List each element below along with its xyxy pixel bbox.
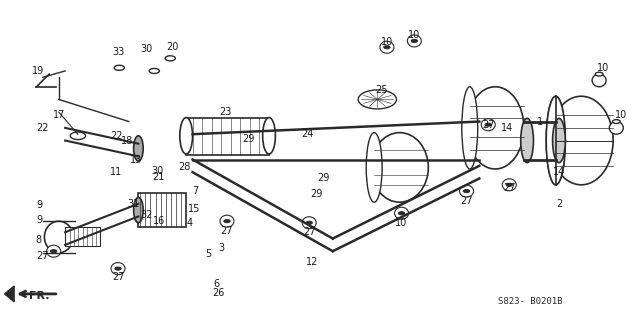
Polygon shape xyxy=(4,286,14,302)
Text: 15: 15 xyxy=(188,204,200,213)
Ellipse shape xyxy=(44,221,73,253)
Text: 27: 27 xyxy=(221,226,233,236)
Text: 27: 27 xyxy=(303,227,316,237)
Text: 3: 3 xyxy=(218,243,224,253)
Text: 17: 17 xyxy=(52,110,65,120)
Text: 30: 30 xyxy=(152,166,164,175)
Text: 24: 24 xyxy=(301,129,314,139)
Text: 16: 16 xyxy=(153,216,165,226)
Text: 29: 29 xyxy=(310,189,323,199)
Circle shape xyxy=(384,46,390,49)
Text: 22: 22 xyxy=(36,123,49,133)
Bar xyxy=(186,118,269,155)
Ellipse shape xyxy=(467,87,524,169)
Ellipse shape xyxy=(134,136,143,161)
Text: 1: 1 xyxy=(537,116,543,127)
Text: 32: 32 xyxy=(141,210,153,220)
Ellipse shape xyxy=(407,35,421,47)
Circle shape xyxy=(51,250,57,253)
Ellipse shape xyxy=(220,215,234,227)
Text: 10: 10 xyxy=(381,38,393,48)
Text: 23: 23 xyxy=(220,107,232,117)
Circle shape xyxy=(485,123,492,126)
Ellipse shape xyxy=(502,179,516,191)
Text: 10: 10 xyxy=(614,110,627,120)
Text: 29: 29 xyxy=(242,134,254,144)
Text: 22: 22 xyxy=(110,131,122,141)
Text: 6: 6 xyxy=(214,279,220,289)
Text: S823- B0201B: S823- B0201B xyxy=(498,297,563,306)
Ellipse shape xyxy=(262,118,275,154)
Ellipse shape xyxy=(366,133,382,202)
Text: 10: 10 xyxy=(396,218,408,228)
Text: 27: 27 xyxy=(36,251,49,261)
Text: 29: 29 xyxy=(317,174,330,183)
Circle shape xyxy=(411,39,417,42)
Circle shape xyxy=(306,221,312,224)
Ellipse shape xyxy=(111,263,125,275)
Circle shape xyxy=(398,212,404,215)
Text: 18: 18 xyxy=(121,136,133,145)
Bar xyxy=(65,227,100,247)
Ellipse shape xyxy=(546,96,565,185)
Circle shape xyxy=(114,65,124,70)
Text: 25: 25 xyxy=(376,85,388,95)
Text: 7: 7 xyxy=(193,186,199,196)
Text: 13: 13 xyxy=(131,154,143,165)
Text: 9: 9 xyxy=(36,215,43,225)
Ellipse shape xyxy=(609,122,623,134)
Ellipse shape xyxy=(546,96,565,185)
Text: 19: 19 xyxy=(32,66,44,76)
Ellipse shape xyxy=(180,118,193,154)
Text: 11: 11 xyxy=(110,167,122,177)
Text: 30: 30 xyxy=(141,44,153,54)
Circle shape xyxy=(595,72,603,76)
Text: 10: 10 xyxy=(597,63,610,73)
Bar xyxy=(138,193,186,227)
Ellipse shape xyxy=(460,185,474,197)
Text: 21: 21 xyxy=(152,172,165,182)
Circle shape xyxy=(358,90,396,109)
Text: 26: 26 xyxy=(212,288,225,298)
Ellipse shape xyxy=(302,217,316,229)
Circle shape xyxy=(115,267,121,270)
Text: 31: 31 xyxy=(127,199,140,209)
Text: 28: 28 xyxy=(178,162,191,172)
Ellipse shape xyxy=(549,96,613,185)
Text: 14: 14 xyxy=(553,167,565,177)
Ellipse shape xyxy=(380,41,394,53)
Text: 27: 27 xyxy=(112,271,124,281)
Ellipse shape xyxy=(552,118,565,163)
Text: 5: 5 xyxy=(205,249,212,259)
Text: 4: 4 xyxy=(187,218,193,228)
Text: 27: 27 xyxy=(483,120,495,130)
Ellipse shape xyxy=(394,207,408,219)
Text: 33: 33 xyxy=(112,47,124,57)
Text: 8: 8 xyxy=(35,235,42,245)
Text: 10: 10 xyxy=(408,30,420,40)
Circle shape xyxy=(165,56,175,61)
Circle shape xyxy=(149,69,159,73)
Text: 20: 20 xyxy=(166,42,179,52)
Text: FR.: FR. xyxy=(29,291,50,300)
Ellipse shape xyxy=(47,245,61,257)
Text: 14: 14 xyxy=(500,123,513,133)
Circle shape xyxy=(70,132,86,140)
Ellipse shape xyxy=(481,119,495,131)
Text: 27: 27 xyxy=(503,183,515,193)
Text: 27: 27 xyxy=(460,196,473,206)
Ellipse shape xyxy=(521,118,534,163)
Circle shape xyxy=(463,189,470,193)
Text: 12: 12 xyxy=(306,257,319,267)
Ellipse shape xyxy=(592,74,606,87)
Circle shape xyxy=(612,120,620,123)
Circle shape xyxy=(224,219,230,223)
Text: 9: 9 xyxy=(36,200,43,210)
Ellipse shape xyxy=(371,133,428,202)
Text: 2: 2 xyxy=(556,199,562,209)
Circle shape xyxy=(506,183,513,186)
Ellipse shape xyxy=(134,197,143,223)
Ellipse shape xyxy=(462,87,477,169)
